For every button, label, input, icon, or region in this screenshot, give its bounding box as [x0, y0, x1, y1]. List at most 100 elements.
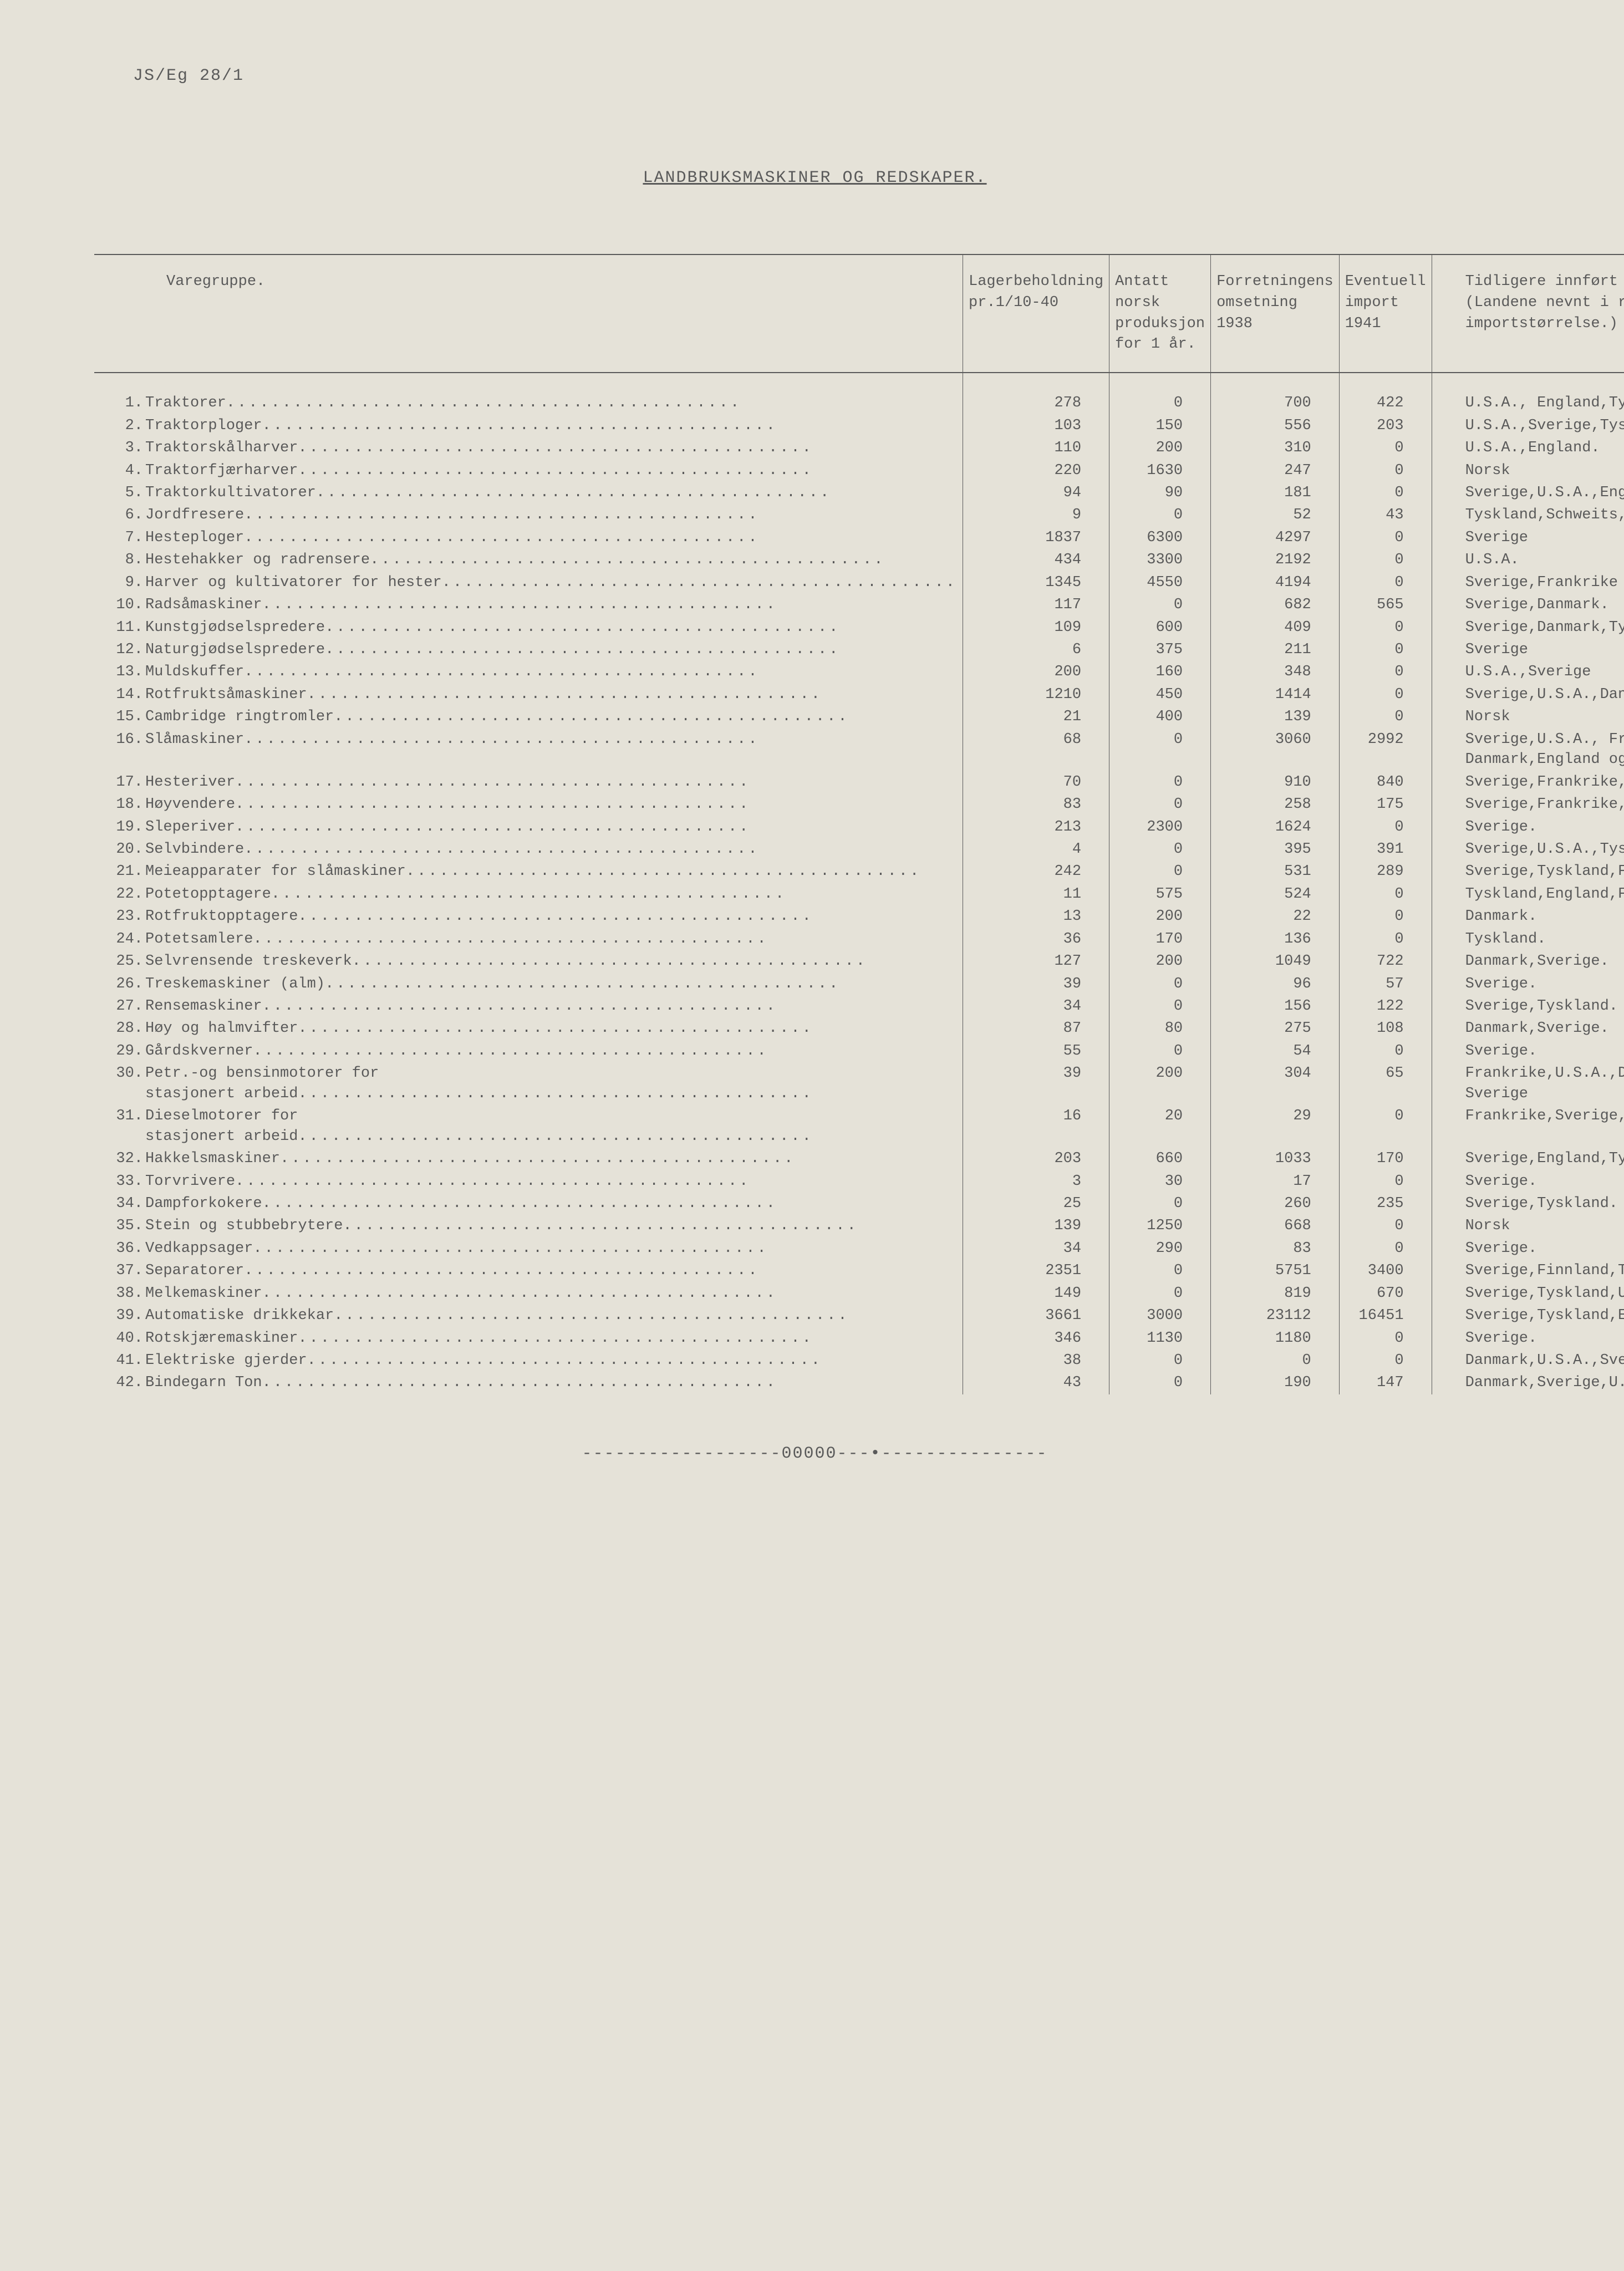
row-label: Stein og stubbebrytere — [145, 1216, 343, 1236]
cell-varegruppe: 5.Traktorkultivatorer...................… — [94, 482, 963, 504]
cell-varegruppe: 6.Jordfresere...........................… — [94, 504, 963, 526]
cell-c3: 668 — [1211, 1215, 1340, 1237]
row-number: 13. — [100, 662, 145, 682]
cell-innfort-fra: Sverige,England,Tyskland. — [1432, 1148, 1624, 1170]
cell-c2: 170 — [1109, 928, 1211, 950]
col-header-innfort: Tidligere innført fra:(Landene nevnt i r… — [1432, 254, 1624, 373]
row-number: 9. — [100, 573, 145, 593]
leader-dots: ........................................… — [244, 528, 957, 548]
cell-c3: 3060 — [1211, 729, 1340, 771]
cell-innfort-fra: Danmark,U.S.A.,Sverige. — [1432, 1350, 1624, 1372]
cell-c1: 36 — [963, 928, 1109, 950]
cell-c4: 16451 — [1339, 1305, 1432, 1327]
table-row: 30.Petr.-og bensinmotorer forstasjonert … — [94, 1062, 1624, 1105]
cell-varegruppe: 3.Traktorskålharver.....................… — [94, 437, 963, 459]
cell-c3: 1414 — [1211, 684, 1340, 706]
cell-varegruppe: 7.Hesteploger...........................… — [94, 527, 963, 549]
row-label: Hesteriver — [145, 772, 235, 792]
cell-c1: 220 — [963, 460, 1109, 482]
table-row: 41.Elektriske gjerder...................… — [94, 1350, 1624, 1372]
row-number: 28. — [100, 1019, 145, 1038]
row-label: Traktorkultivatorer — [145, 483, 316, 503]
cell-varegruppe: 21.Meieapparater for slåmaskiner........… — [94, 860, 963, 883]
cell-c2: 2300 — [1109, 816, 1211, 838]
cell-c1: 200 — [963, 661, 1109, 683]
cell-innfort-fra: Sverige,Frankrike — [1432, 572, 1624, 594]
cell-c1: 83 — [963, 793, 1109, 816]
cell-c2: 1250 — [1109, 1215, 1211, 1237]
cell-c1: 55 — [963, 1040, 1109, 1062]
row-label: Traktorploger — [145, 416, 262, 436]
cell-c2: 0 — [1109, 594, 1211, 616]
leader-dots: ........................................… — [235, 817, 957, 837]
cell-varegruppe: 2.Traktorploger.........................… — [94, 415, 963, 437]
cell-varegruppe: 33.Torvrivere...........................… — [94, 1170, 963, 1193]
table-row: 11.Kunstgjødselspredere.................… — [94, 617, 1624, 639]
table-row: 21.Meieapparater for slåmaskiner........… — [94, 860, 1624, 883]
cell-c1: 4 — [963, 838, 1109, 860]
cell-c2: 400 — [1109, 706, 1211, 728]
cell-c3: 139 — [1211, 706, 1340, 728]
cell-varegruppe: 36.Vedkappsager.........................… — [94, 1238, 963, 1260]
cell-innfort-fra: Sverige,Frankrike,Tyskland. — [1432, 793, 1624, 816]
cell-c4: 0 — [1339, 1238, 1432, 1260]
row-number: 31. — [100, 1106, 145, 1126]
row-label: Høyvendere — [145, 795, 235, 814]
row-number: 8. — [100, 550, 145, 570]
cell-varegruppe: 26.Treskemaskiner (alm).................… — [94, 973, 963, 995]
leader-dots: ........................................… — [325, 640, 957, 660]
leader-dots: ........................................… — [316, 483, 957, 503]
cell-c4: 391 — [1339, 838, 1432, 860]
table-row: 26.Treskemaskiner (alm).................… — [94, 973, 1624, 995]
cell-innfort-fra: Sverige,U.S.A.,Danmark. — [1432, 684, 1624, 706]
row-number: 23. — [100, 907, 145, 926]
leader-dots: ........................................… — [244, 662, 957, 682]
cell-c1: 21 — [963, 706, 1109, 728]
cell-c2: 290 — [1109, 1238, 1211, 1260]
cell-c1: 117 — [963, 594, 1109, 616]
cell-innfort-fra: Sverige — [1432, 527, 1624, 549]
cell-c4: 722 — [1339, 950, 1432, 972]
table-row: 13.Muldskuffer..........................… — [94, 661, 1624, 683]
cell-c1: 34 — [963, 1238, 1109, 1260]
cell-c3: 2192 — [1211, 549, 1340, 571]
cell-c3: 4194 — [1211, 572, 1340, 594]
row-number: 35. — [100, 1216, 145, 1236]
cell-innfort-fra: Danmark. — [1432, 905, 1624, 928]
cell-c1: 242 — [963, 860, 1109, 883]
cell-innfort-fra: U.S.A.,Sverige,Tyskland,England — [1432, 415, 1624, 437]
col-header-import: Eventuellimport1941 — [1339, 254, 1432, 373]
cell-c4: 170 — [1339, 1148, 1432, 1170]
leader-dots: ........................................… — [244, 839, 957, 859]
cell-innfort-fra: Frankrike,Sverige,Tyskland. — [1432, 1105, 1624, 1148]
row-number: 2. — [100, 416, 145, 436]
cell-c3: 29 — [1211, 1105, 1340, 1148]
row-number: 42. — [100, 1373, 145, 1393]
cell-c3: 17 — [1211, 1170, 1340, 1193]
leader-dots: ........................................… — [244, 730, 957, 750]
row-number: 15. — [100, 707, 145, 727]
cell-innfort-fra: Sverige,U.S.A., Frankrike,Tyskland,Danma… — [1432, 729, 1624, 771]
cell-c4: 3400 — [1339, 1260, 1432, 1282]
cell-innfort-fra: U.S.A., England,Tyskland — [1432, 392, 1624, 414]
cell-c2: 1630 — [1109, 460, 1211, 482]
cell-c1: 6 — [963, 639, 1109, 661]
row-number: 16. — [100, 730, 145, 750]
cell-c4: 0 — [1339, 482, 1432, 504]
table-row: 33.Torvrivere...........................… — [94, 1170, 1624, 1193]
cell-c2: 0 — [1109, 729, 1211, 771]
cell-c3: 156 — [1211, 995, 1340, 1017]
leader-dots: ........................................… — [298, 1019, 957, 1038]
cell-c4: 0 — [1339, 883, 1432, 905]
cell-c3: 275 — [1211, 1017, 1340, 1040]
cell-varegruppe: 12.Naturgjødselspredere.................… — [94, 639, 963, 661]
leader-dots: ........................................… — [262, 996, 957, 1016]
cell-varegruppe: 1.Traktorer.............................… — [94, 392, 963, 414]
table-row: 19.Sleperiver...........................… — [94, 816, 1624, 838]
cell-c3: 23112 — [1211, 1305, 1340, 1327]
col-header-omsetning: Forretningensomsetning1938 — [1211, 254, 1340, 373]
leader-dots: ........................................… — [244, 505, 957, 525]
cell-c2: 575 — [1109, 883, 1211, 905]
row-label: Hestehakker og radrensere — [145, 550, 370, 570]
row-label: Bindegarn Ton — [145, 1373, 262, 1393]
